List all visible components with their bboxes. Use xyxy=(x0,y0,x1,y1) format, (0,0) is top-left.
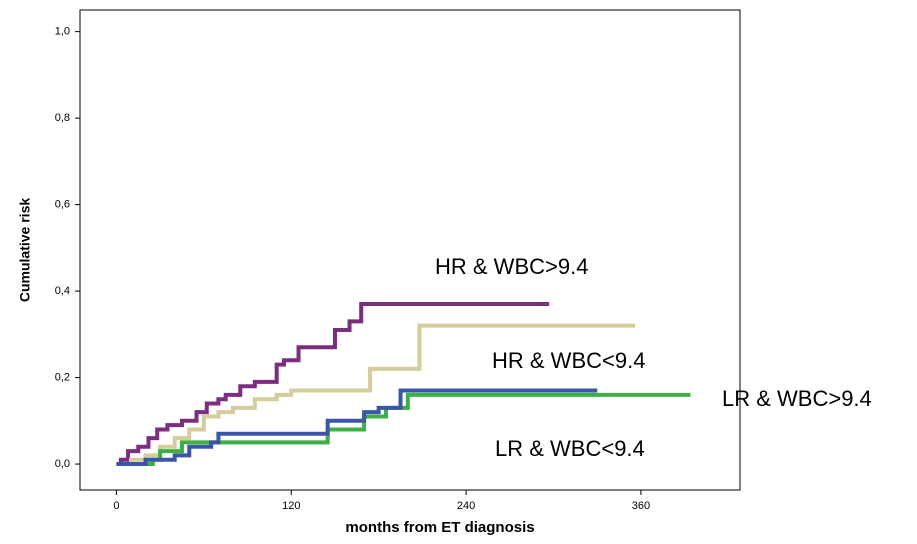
survival-curve xyxy=(116,323,636,467)
plot-frame xyxy=(79,9,741,491)
x-tick-label: 360 xyxy=(632,500,650,512)
survival-curve xyxy=(116,302,550,467)
y-tick-label: 0,6 xyxy=(55,199,70,211)
series-label: LR & WBC>9.4 xyxy=(722,386,872,411)
y-tick-label: 0,4 xyxy=(55,285,70,297)
x-tick-label: 120 xyxy=(282,500,300,512)
x-axis-label: months from ET diagnosis xyxy=(345,519,534,536)
y-tick-label: 1,0 xyxy=(55,26,70,38)
survival-curve xyxy=(116,388,598,467)
series-label: LR & WBC<9.4 xyxy=(495,436,645,461)
x-tick-label: 0 xyxy=(113,500,119,512)
series-label: HR & WBC<9.4 xyxy=(492,348,645,373)
y-tick-label: 0,0 xyxy=(55,458,70,470)
x-tick-label: 240 xyxy=(457,500,475,512)
y-tick-label: 0,2 xyxy=(55,371,70,383)
y-tick-label: 0,8 xyxy=(55,112,70,124)
series-label: HR & WBC>9.4 xyxy=(435,254,588,279)
y-axis-label: Cumulative risk xyxy=(17,198,33,302)
